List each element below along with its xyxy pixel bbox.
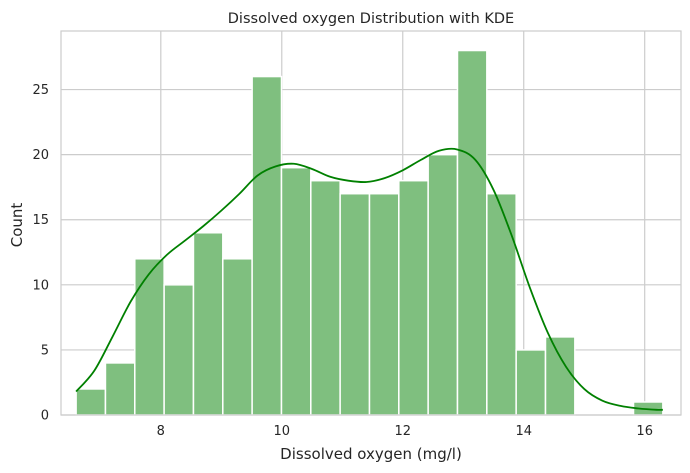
- x-tick-label: 8: [157, 424, 165, 439]
- histogram-bar: [368, 192, 400, 416]
- histogram-bar: [544, 336, 576, 416]
- x-tick-label: 14: [515, 424, 532, 439]
- y-tick-label: 5: [41, 343, 49, 358]
- bars-layer: [75, 49, 664, 416]
- histogram-bar: [515, 349, 547, 416]
- histogram-bar: [427, 153, 459, 416]
- x-tick-label: 16: [636, 424, 653, 439]
- chart-title: Dissolved oxygen Distribution with KDE: [228, 11, 514, 27]
- y-tick-label: 15: [32, 213, 49, 228]
- x-tick-labels: 8 10 12 14 16: [157, 424, 653, 439]
- y-tick-label: 0: [41, 409, 49, 424]
- histogram-bar: [75, 388, 107, 416]
- histogram-bar: [192, 232, 224, 416]
- histogram-bar: [486, 192, 517, 416]
- histogram-bar: [280, 166, 312, 416]
- histogram-bar: [456, 49, 488, 416]
- kde-line: [75, 147, 663, 411]
- y-tick-label: 10: [32, 278, 49, 293]
- axes-frame: [60, 30, 682, 416]
- x-tick-label: 12: [394, 424, 411, 439]
- histogram-bar: [251, 75, 283, 416]
- histogram-bar: [104, 362, 136, 416]
- kde-layer: [75, 147, 663, 411]
- y-tick-label: 25: [32, 83, 49, 98]
- histogram-bar: [398, 179, 429, 416]
- y-tick-labels: 0 5 10 15 20 25: [32, 83, 49, 423]
- x-axis-title: Dissolved oxygen (mg/l): [280, 445, 462, 463]
- histogram-bar: [339, 192, 371, 416]
- histogram-bar: [310, 179, 341, 416]
- x-tick-label: 10: [274, 424, 291, 439]
- y-axis-title: Count: [8, 203, 26, 248]
- histogram-bar: [134, 258, 165, 416]
- histogram-bar: [163, 284, 195, 416]
- histogram-bar: [222, 258, 253, 416]
- y-tick-label: 20: [32, 148, 49, 163]
